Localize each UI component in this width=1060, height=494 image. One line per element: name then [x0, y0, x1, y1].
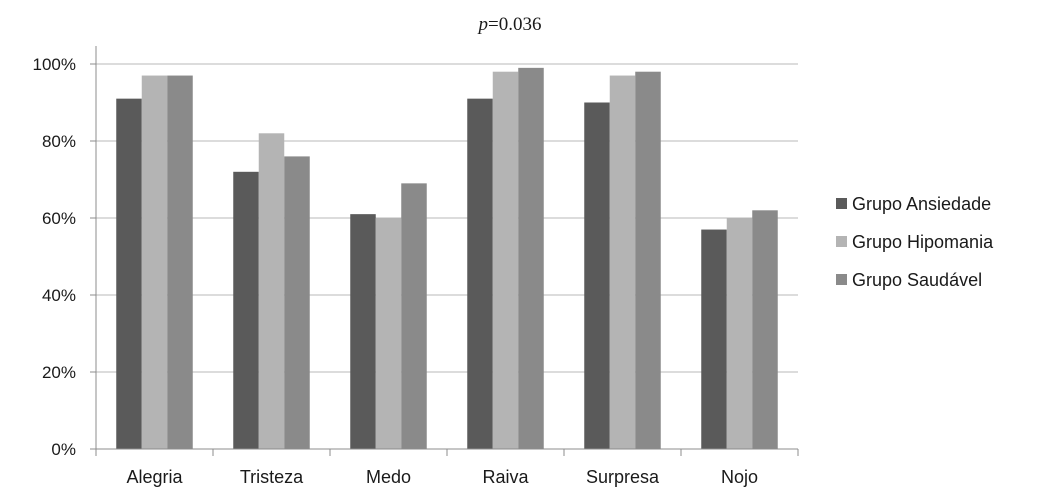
bar-surpresa-3	[635, 71, 661, 449]
x-tick-label: Medo	[366, 467, 411, 487]
y-tick-label: 0%	[51, 440, 76, 459]
y-tick-label: 80%	[42, 132, 76, 151]
bar-tristeza-1	[233, 171, 259, 450]
bar-nojo-3	[752, 210, 778, 449]
legend-label: Grupo Ansiedade	[852, 194, 991, 214]
y-axis-ticks: 0% 20% 40% 60% 80% 100%	[33, 55, 96, 459]
title-p: p	[477, 14, 489, 35]
bar-surpresa-1	[584, 102, 610, 449]
y-tick-label: 60%	[42, 209, 76, 228]
bar-alegria-1	[116, 98, 142, 450]
x-tick-label: Surpresa	[586, 467, 660, 487]
x-tick-label: Alegria	[126, 467, 183, 487]
legend-swatch	[836, 198, 847, 209]
legend: Grupo Ansiedade Grupo Hipomania Grupo Saud…	[836, 194, 994, 290]
bar-raiva-2	[492, 71, 519, 449]
chart-title: p=0.036	[477, 14, 542, 35]
axes	[95, 46, 798, 450]
bar-raiva-3	[518, 67, 544, 449]
y-tick-label: 40%	[42, 286, 76, 305]
bar-alegria-2	[141, 75, 168, 450]
legend-swatch	[836, 274, 847, 285]
legend-label: Grupo Hipomania	[852, 232, 994, 252]
bar-medo-3	[401, 183, 427, 449]
x-tick-label: Raiva	[482, 467, 529, 487]
x-tick-label: Nojo	[721, 467, 758, 487]
bar-medo-1	[350, 214, 376, 449]
legend-swatch	[836, 236, 847, 247]
bar-alegria-3	[167, 75, 193, 450]
bar-tristeza-3	[284, 156, 310, 449]
bars	[116, 67, 778, 450]
bar-tristeza-2	[258, 133, 285, 450]
bar-nojo-2	[726, 218, 753, 449]
y-tick-label: 20%	[42, 363, 76, 382]
title-value: =0.036	[488, 14, 541, 35]
bar-nojo-1	[701, 229, 727, 449]
bar-medo-2	[375, 218, 402, 449]
legend-label: Grupo Saudável	[852, 270, 982, 290]
x-tick-label: Tristeza	[240, 467, 304, 487]
y-tick-label: 100%	[33, 55, 76, 74]
bar-raiva-1	[467, 98, 493, 450]
x-axis-ticks: Alegria Tristeza Medo Raiva Surpresa Nojo	[95, 449, 799, 487]
bar-surpresa-2	[609, 75, 636, 450]
gridlines	[96, 63, 798, 373]
